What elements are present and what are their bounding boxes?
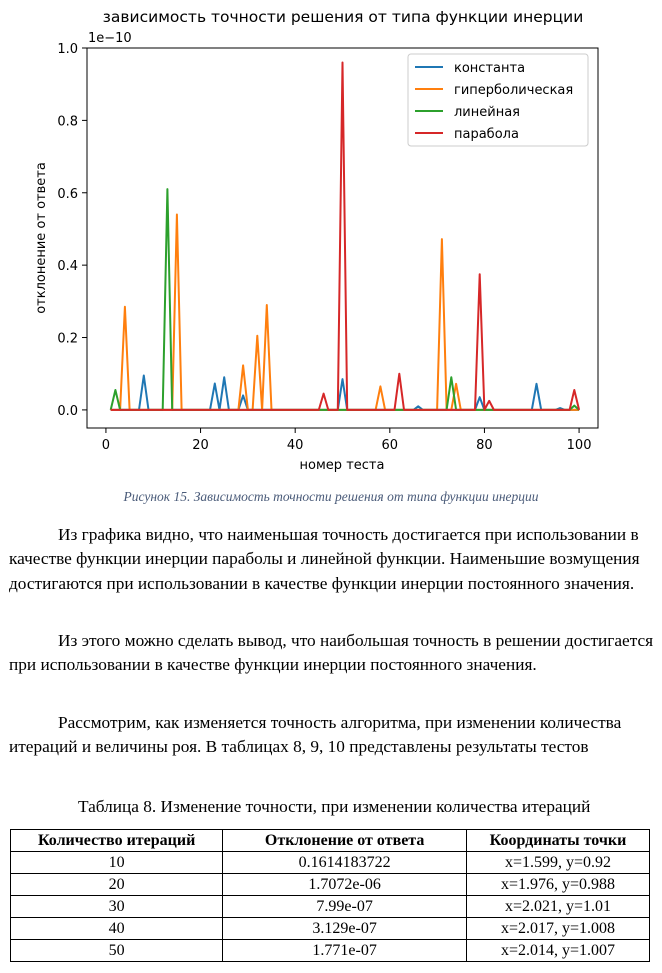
legend-box — [407, 53, 589, 147]
y-tick-label: 0.4 — [57, 259, 78, 274]
results-table: Количество итераций Отклонение от ответа… — [9, 829, 651, 962]
cell-iterations: 40 — [9, 917, 224, 940]
table-row: 30 7.99e-07 x=2.021, y=1.01 — [9, 895, 651, 918]
table-row: 20 1.7072e-06 x=1.976, y=0.988 — [9, 873, 651, 896]
x-tick-label: 80 — [476, 438, 493, 453]
cell-coordinates: x=2.017, y=1.008 — [465, 917, 651, 940]
cell-deviation: 1.771e-07 — [222, 939, 467, 962]
cell-iterations: 50 — [9, 939, 224, 962]
x-tick-label: 20 — [192, 438, 209, 453]
series-line-0 — [110, 374, 580, 411]
y-tick-label: 0.8 — [57, 114, 78, 129]
cell-coordinates: x=2.021, y=1.01 — [465, 895, 651, 918]
legend-label: константа — [454, 61, 525, 76]
table-caption: Таблица 8. Изменение точности, при измен… — [78, 797, 591, 816]
cell-deviation: 7.99e-07 — [222, 895, 467, 918]
cell-coordinates: x=1.599, y=0.92 — [465, 851, 651, 874]
x-tick-label: 0 — [102, 438, 110, 453]
table-row: 50 1.771e-07 x=2.014, y=1.007 — [9, 939, 651, 962]
header-deviation: Отклонение от ответа — [222, 829, 467, 852]
cell-deviation: 0.1614183722 — [222, 851, 467, 874]
legend-label: парабола — [454, 127, 519, 142]
table-row: 10 0.1614183722 x=1.599, y=0.92 — [9, 851, 651, 874]
cell-deviation: 3.129e-07 — [222, 917, 467, 940]
header-iterations: Количество итераций — [9, 829, 224, 852]
chart-title: зависимость точности решения от типа фун… — [103, 8, 584, 26]
x-tick-label: 100 — [567, 438, 592, 453]
y-offset-label: 1e−10 — [88, 31, 132, 46]
paragraph-3: Рассмотрим, как изменяется точность алго… — [9, 713, 622, 757]
header-coordinates: Координаты точки — [465, 829, 651, 852]
y-tick-label: 0.2 — [57, 332, 78, 347]
y-tick-label: 0.6 — [57, 187, 78, 202]
cell-deviation: 1.7072e-06 — [222, 873, 467, 896]
chart: зависимость точности решения от типа фун… — [34, 8, 599, 473]
x-axis-label: номер теста — [300, 458, 385, 473]
y-tick-label: 1.0 — [57, 42, 78, 57]
y-axis-label: отклонение от ответа — [34, 162, 49, 314]
table-header-row: Количество итераций Отклонение от ответа… — [9, 829, 651, 852]
table-row: 40 3.129e-07 x=2.017, y=1.008 — [9, 917, 651, 940]
y-tick-label: 0.0 — [57, 404, 78, 419]
legend-label: гиперболическая — [454, 83, 573, 98]
x-tick-label: 60 — [382, 438, 399, 453]
legend-label: линейная — [454, 105, 520, 120]
cell-coordinates: x=1.976, y=0.988 — [465, 873, 651, 896]
x-tick-label: 40 — [287, 438, 304, 453]
figure-caption: Рисунок 15. Зависимость точности решения… — [123, 489, 539, 504]
series-line-3 — [110, 61, 581, 411]
cell-iterations: 30 — [9, 895, 224, 918]
cell-coordinates: x=2.014, y=1.007 — [465, 939, 651, 962]
cell-iterations: 10 — [9, 851, 224, 874]
cell-iterations: 20 — [9, 873, 224, 896]
paragraph-2: Из этого можно сделать вывод, что наибол… — [9, 631, 654, 675]
paragraph-1: Из графика видно, что наименьшая точност… — [9, 525, 640, 593]
